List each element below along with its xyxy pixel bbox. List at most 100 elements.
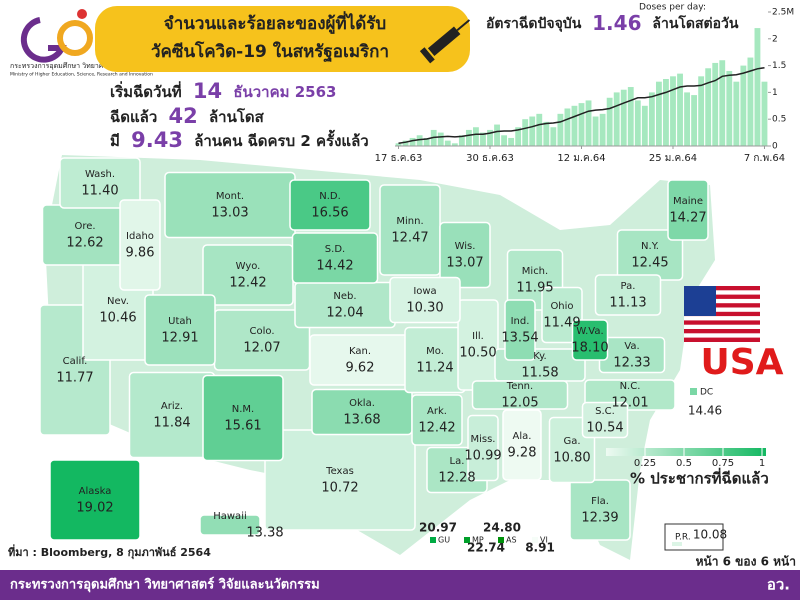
chart-title: Doses per day: <box>639 3 706 13</box>
state-value: 12.42 <box>229 276 266 291</box>
state-value: 14.27 <box>669 211 706 226</box>
state <box>199 514 261 536</box>
territory-name: AS <box>506 536 517 545</box>
bar <box>458 135 465 146</box>
bar <box>599 113 606 146</box>
bar <box>480 132 486 146</box>
footer-text: กระทรวงการอุดมศึกษา วิทยาศาสตร์ วิจัยและ… <box>10 577 320 593</box>
x-tick-label: 25 ม.ค.64 <box>649 153 697 164</box>
legend-tick-label: 1 <box>759 458 765 469</box>
state-value: 9.86 <box>126 246 155 261</box>
state <box>144 294 216 366</box>
title-line: วัคซีนโควิด-19 ในสหรัฐอเมริกา <box>151 41 389 63</box>
state-name: Ind. <box>511 316 530 327</box>
syringe-icon <box>419 19 471 64</box>
bar <box>473 127 479 146</box>
state-value: 10.80 <box>553 451 590 466</box>
bar <box>655 81 662 146</box>
state-value: 14.46 <box>688 404 722 418</box>
bar <box>634 100 641 146</box>
territory <box>464 537 470 543</box>
x-tick-label: 30 ธ.ค.63 <box>466 153 514 164</box>
legend-tick-label: 0.5 <box>676 458 692 469</box>
bar <box>606 97 613 146</box>
state-value: 10.54 <box>586 421 623 436</box>
state-name: N.Y. <box>641 241 659 252</box>
state-value: 12.62 <box>66 236 103 251</box>
state-value: 12.07 <box>243 341 280 356</box>
state-value: 10.99 <box>464 449 501 464</box>
state-swatch <box>672 542 682 546</box>
state <box>49 459 141 541</box>
bar <box>529 116 536 146</box>
bar <box>592 116 599 146</box>
state-value: 10.30 <box>406 301 443 316</box>
state-value: 10.72 <box>321 481 358 496</box>
bar <box>444 140 451 146</box>
bar <box>465 129 472 146</box>
state <box>411 394 463 446</box>
title-line: จำนวนและร้อยละของผู้ที่ได้รับ <box>164 11 386 35</box>
bar <box>712 62 719 146</box>
state-value: 18.10 <box>571 341 608 356</box>
state-name: Okla. <box>349 398 375 409</box>
bar <box>733 81 740 146</box>
state-name: Idaho <box>126 231 154 242</box>
state <box>119 199 161 291</box>
bar <box>684 92 690 146</box>
bar <box>740 65 747 146</box>
territory-value: 8.91 <box>525 541 555 555</box>
state-name: Ky. <box>533 351 547 362</box>
state-name: Nev. <box>107 296 129 307</box>
bar <box>705 68 712 146</box>
state-value: 13.07 <box>446 256 483 271</box>
state <box>291 232 379 284</box>
bar <box>402 140 409 146</box>
territory-value: 24.80 <box>483 521 521 535</box>
bar <box>585 100 592 146</box>
state-name: Calif. <box>63 356 88 367</box>
state-value: 12.47 <box>391 231 428 246</box>
bar <box>726 70 733 146</box>
bar <box>557 113 564 146</box>
territory-value: 20.97 <box>419 521 457 535</box>
territory-name: GU <box>438 536 450 545</box>
stat-start: เริ่มฉีดวันที่ 14 ธันวาคม 2563 <box>110 79 336 103</box>
state-value: 10.50 <box>459 346 496 361</box>
state-name: Hawaii <box>213 511 247 522</box>
bar <box>648 92 655 146</box>
map: DC 14.46 P.R. 10.08 Wash. 11.40 Ore. 12.62 Idaho… <box>39 157 727 551</box>
bar <box>437 132 444 146</box>
state-name: Mich. <box>522 266 548 277</box>
bar <box>641 105 648 146</box>
bar <box>508 137 515 146</box>
state <box>690 388 697 395</box>
state-value: 13.03 <box>211 206 248 221</box>
state-name: Neb. <box>333 291 356 302</box>
state <box>504 299 536 361</box>
legend-tick-label: 0.25 <box>634 458 656 469</box>
state-name: La. <box>450 456 465 467</box>
bar <box>663 79 669 146</box>
territory-name: MP <box>472 536 484 545</box>
state <box>202 374 284 462</box>
state-name: Ohio <box>550 301 573 312</box>
state-value: 13.38 <box>246 526 283 541</box>
state-name: Fla. <box>591 496 609 507</box>
y-tick-label: 2.5M <box>772 8 794 18</box>
bar <box>550 127 557 146</box>
state-name: Wis. <box>455 241 476 252</box>
state-value: 12.33 <box>613 356 650 371</box>
state-value: 11.49 <box>543 316 580 331</box>
state <box>581 401 629 439</box>
bar <box>613 92 620 146</box>
source: ที่มา : Bloomberg, 8 กุมภาพันธ์ 2564 <box>8 544 211 560</box>
page-number: หน้า 6 ของ 6 หน้า <box>696 555 796 569</box>
bar <box>719 60 726 146</box>
state-value: 13.68 <box>343 413 380 428</box>
bar <box>578 103 585 146</box>
state-value: 11.40 <box>81 184 118 199</box>
state-name: Ore. <box>74 221 95 232</box>
bar <box>395 143 402 146</box>
